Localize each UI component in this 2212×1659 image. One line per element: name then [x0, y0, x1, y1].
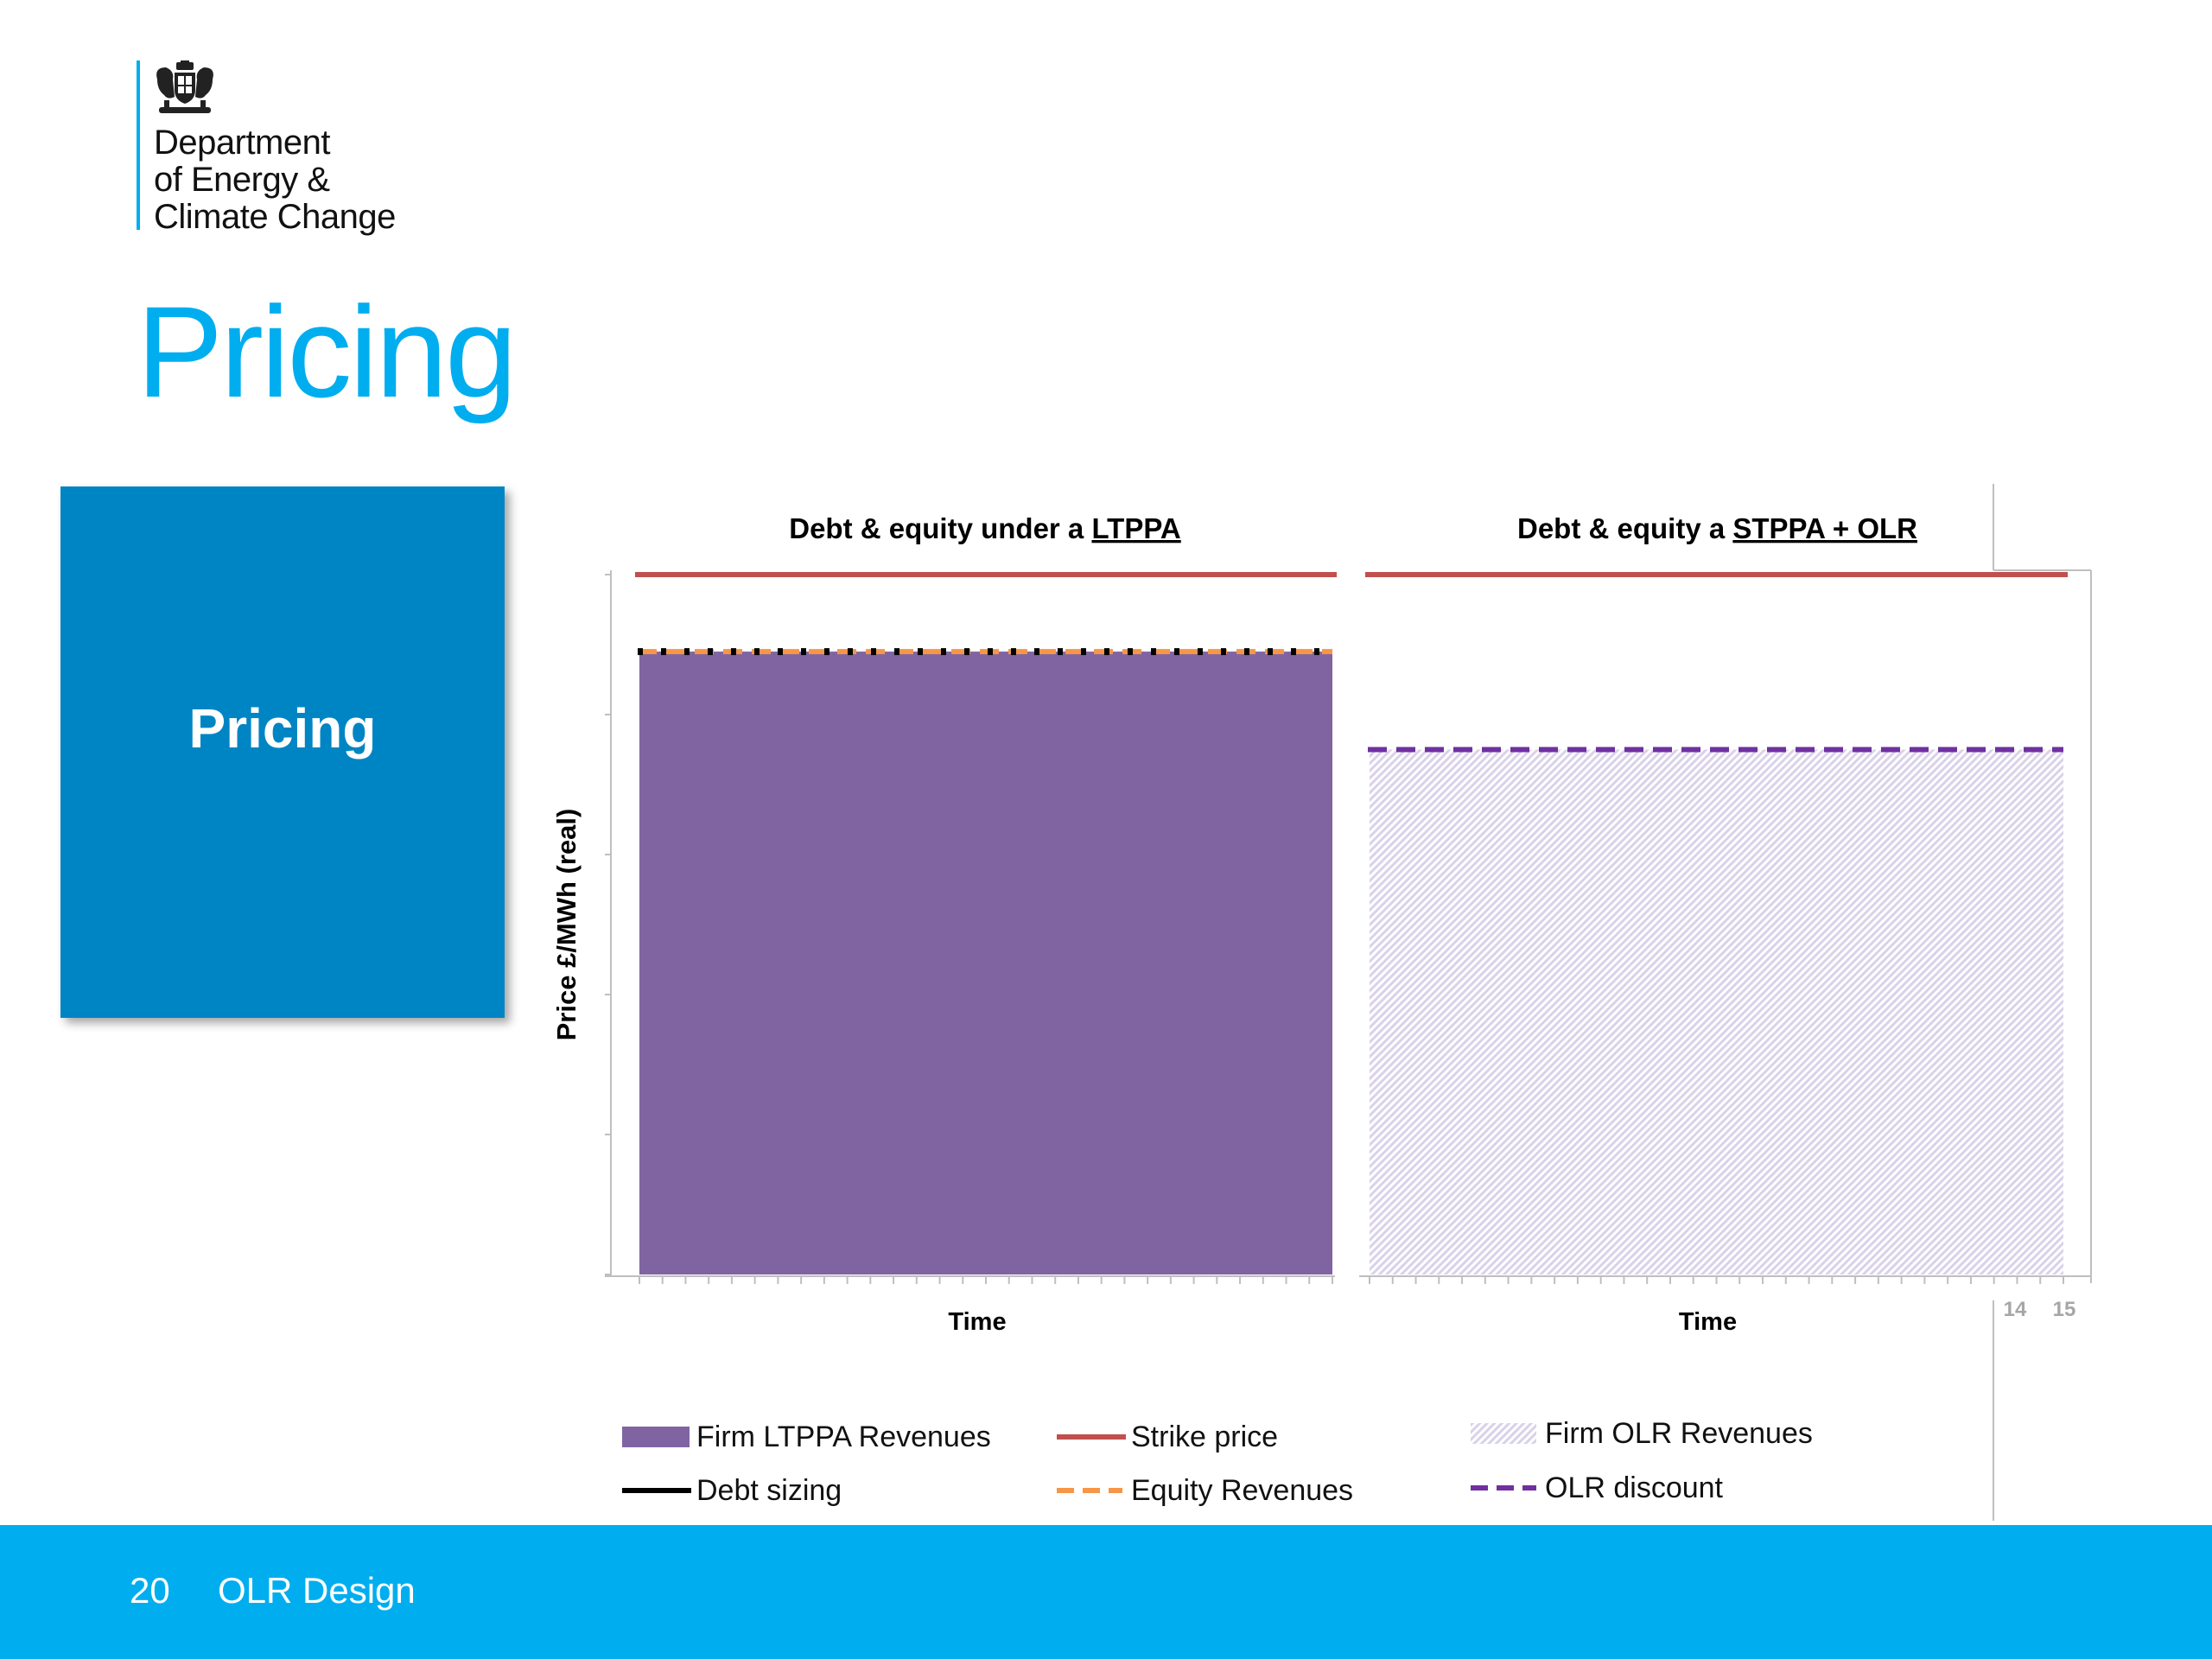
footer-bar: 20 OLR Design	[0, 1525, 2212, 1659]
extra-tick-label: 15	[2053, 1298, 2076, 1321]
legend-label: Equity Revenues	[1131, 1474, 1353, 1507]
legend-item: OLR discount	[1471, 1471, 1724, 1504]
revenue-bar	[1370, 749, 2063, 1274]
legend-item: Strike price	[1057, 1421, 1278, 1453]
footer-title: OLR Design	[218, 1570, 416, 1611]
royal-crest-icon	[156, 60, 213, 113]
legend-label: Debt sizing	[696, 1474, 842, 1507]
page-number: 20	[130, 1570, 170, 1611]
legend-swatch	[1471, 1423, 1536, 1444]
legend-label: Firm OLR Revenues	[1545, 1417, 1813, 1450]
logo-line: Department	[154, 124, 330, 162]
panel-title-prefix: Debt & equity a	[1517, 512, 1732, 544]
legend-item: Firm LTPPA Revenues	[622, 1421, 991, 1453]
y-axis-label: Price £/MWh (real)	[551, 809, 582, 1041]
legend-item: Debt sizing	[622, 1474, 842, 1507]
pricing-chart: Price £/MWh (real) Debt & equity under a …	[551, 484, 2092, 1521]
panel-title: Debt & equity a STPPA + OLR	[1517, 512, 1917, 544]
legend-label: OLR discount	[1545, 1471, 1724, 1504]
panel-title-prefix: Debt & equity under a	[789, 512, 1091, 544]
panel-title-underlined: STPPA + OLR	[1732, 512, 1917, 544]
x-axis-label: Time	[1679, 1308, 1737, 1336]
legend-label: Strike price	[1131, 1421, 1278, 1453]
section-box: Pricing	[60, 486, 505, 1018]
logo-line: Climate Change	[154, 198, 396, 236]
legend-label: Firm LTPPA Revenues	[696, 1421, 991, 1453]
panel-title-underlined: LTPPA	[1091, 512, 1180, 544]
logo-accent-bar	[137, 60, 140, 230]
page-title: Pricing	[137, 279, 517, 424]
logo-line: of Energy &	[154, 161, 330, 199]
legend-item: Equity Revenues	[1057, 1474, 1353, 1507]
section-box-label: Pricing	[188, 696, 377, 760]
extra-tick-label: 14	[2004, 1298, 2027, 1321]
department-name: Department of Energy & Climate Change	[154, 124, 499, 236]
panel-title: Debt & equity under a LTPPA	[789, 512, 1181, 544]
x-axis-label: Time	[948, 1308, 1006, 1336]
revenue-bar	[639, 652, 1332, 1274]
legend-item: Firm OLR Revenues	[1471, 1417, 1813, 1450]
legend-swatch	[622, 1427, 690, 1447]
